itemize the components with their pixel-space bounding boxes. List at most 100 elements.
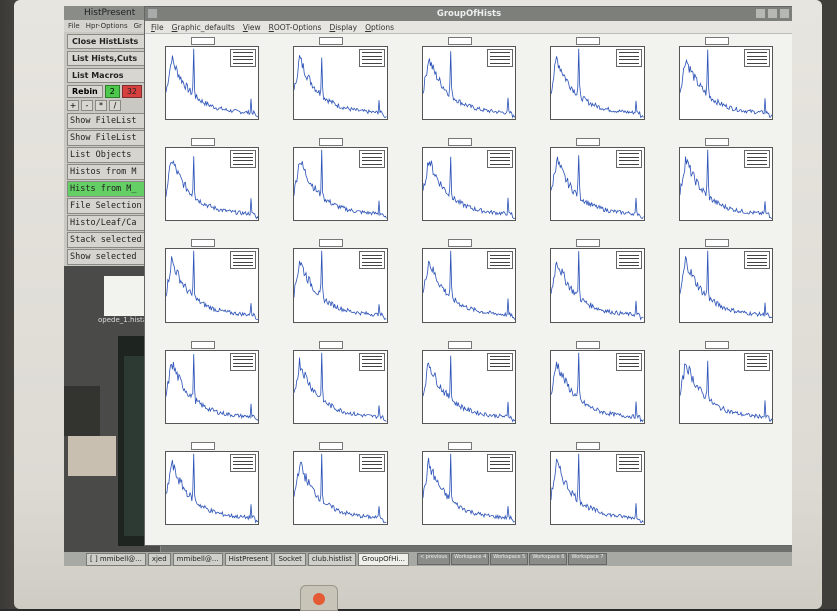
spectrum-plot [422, 251, 516, 321]
histogram-panel[interactable] [408, 441, 530, 537]
show-selected-button[interactable]: Show selected [67, 249, 157, 265]
tan-window[interactable] [68, 436, 116, 476]
stats-box [230, 49, 257, 67]
divide-button[interactable]: / [109, 100, 121, 111]
histogram-frame [293, 349, 388, 424]
menu-gr[interactable]: Gr [133, 22, 142, 30]
minus-button[interactable]: - [81, 100, 93, 111]
histogram-panel[interactable] [408, 138, 530, 233]
histogram-panel[interactable] [665, 37, 787, 132]
spectrum-line [679, 149, 772, 219]
histpresent-menubar: File Hpr-Options Gr [64, 20, 160, 32]
histogram-title-box [319, 239, 344, 248]
menu-display[interactable]: Display [329, 22, 358, 32]
menu-hpr-options[interactable]: Hpr-Options [85, 22, 128, 30]
histogram-panel[interactable] [536, 340, 658, 436]
histogram-panel[interactable] [151, 138, 273, 233]
window-menu-icon[interactable] [148, 9, 157, 18]
spectrum-line [422, 355, 516, 423]
histogram-panel[interactable] [151, 441, 273, 537]
spectrum-line [422, 156, 516, 220]
menu-graphic-defaults[interactable]: Graphic_defaults [171, 22, 235, 32]
menu-view[interactable]: View [242, 22, 261, 32]
taskbar-item[interactable]: mmibell@... [172, 552, 223, 566]
histogram-panel[interactable] [665, 138, 787, 233]
histogram-panel[interactable] [536, 239, 658, 334]
histogram-panel[interactable] [536, 441, 658, 537]
taskbar-item[interactable]: Socket [274, 552, 306, 566]
stack-selected-button[interactable]: Stack selected [67, 232, 157, 248]
histogram-frame [550, 450, 645, 525]
histogram-panel[interactable] [665, 340, 787, 436]
taskbar-item[interactable]: club.histlist [307, 552, 356, 566]
stats-box [230, 352, 257, 371]
histogram-title-box [576, 37, 601, 45]
histogram-panel[interactable] [536, 138, 658, 233]
histogram-title-box [576, 340, 601, 349]
menu-file[interactable]: File [68, 22, 80, 30]
maximize-icon[interactable] [768, 9, 777, 18]
histogram-frame [421, 349, 517, 424]
multiply-button[interactable]: * [95, 100, 107, 111]
spectrum-line [166, 353, 259, 421]
histogram-panel[interactable] [279, 138, 401, 233]
stats-box [615, 453, 642, 472]
spectrum-line [166, 251, 259, 321]
spectrum-line [679, 360, 772, 422]
power-button[interactable] [300, 585, 338, 611]
rebin-button[interactable]: Rebin [67, 85, 103, 98]
taskbar-item[interactable]: [ ] mmibell@... [86, 552, 146, 566]
histogram-title-box [447, 37, 472, 45]
stats-box [744, 251, 770, 270]
histogram-title-box [319, 37, 344, 45]
dark-window[interactable] [64, 386, 100, 436]
spectrum-line [294, 149, 387, 219]
rebin-value-32[interactable]: 32 [121, 85, 143, 98]
workspace-button[interactable]: < previous [417, 553, 451, 565]
histogram-panel[interactable] [151, 37, 273, 132]
histogram-title-box [704, 37, 729, 45]
histogram-frame [293, 248, 388, 323]
spectrum-line [166, 156, 259, 220]
histogram-panel[interactable] [279, 239, 401, 334]
histogram-panel[interactable] [279, 37, 401, 132]
plus-button[interactable]: + [67, 100, 79, 111]
spectrum-plot [422, 355, 516, 423]
taskbar-item[interactable]: xjed [147, 552, 171, 566]
histogram-frame [421, 46, 517, 121]
menu-options[interactable]: Options [365, 22, 395, 32]
histogram-panel[interactable] [665, 239, 787, 334]
histogram-panel[interactable] [536, 37, 658, 132]
menu-file[interactable]: File [151, 22, 164, 32]
histogram-frame [421, 450, 517, 525]
histogram-panel[interactable] [408, 340, 530, 436]
workspace-button[interactable]: Workspace 4 [451, 553, 490, 565]
histogram-title-box [319, 441, 344, 450]
histogram-panel[interactable] [279, 441, 401, 537]
workspace-button[interactable]: Workspace 7 [568, 553, 607, 565]
taskbar-item-active[interactable]: GroupOfHi... [357, 552, 409, 566]
histogram-panel[interactable] [279, 340, 401, 436]
workspace-button[interactable]: Workspace 5 [490, 553, 529, 565]
taskbar-item[interactable]: HistPresent [224, 552, 273, 566]
histogram-frame [550, 349, 645, 424]
stats-box [358, 453, 385, 472]
list-hists-cuts-button[interactable]: List Hists,Cuts [67, 51, 157, 66]
spectrum-plot [294, 453, 387, 523]
histogram-panel[interactable] [151, 340, 273, 436]
histogram-title-box [191, 340, 215, 349]
stats-box [487, 453, 514, 472]
list-objects-button[interactable]: List Objects [67, 147, 157, 163]
rebin-value-2[interactable]: 2 [104, 85, 120, 98]
histogram-title-box [704, 138, 729, 147]
show-filelist-button[interactable]: Show FileList [67, 113, 157, 129]
close-icon[interactable] [780, 9, 789, 18]
minimize-icon[interactable] [756, 9, 765, 18]
histogram-panel[interactable] [151, 239, 273, 334]
workspace-button[interactable]: Workspace 6 [529, 553, 568, 565]
histogram-panel[interactable] [408, 37, 530, 132]
histogram-title-box [576, 138, 601, 147]
histogram-panel[interactable] [408, 239, 530, 334]
histogram-frame [550, 147, 645, 222]
menu-root-options[interactable]: ROOT-Options [268, 22, 322, 32]
